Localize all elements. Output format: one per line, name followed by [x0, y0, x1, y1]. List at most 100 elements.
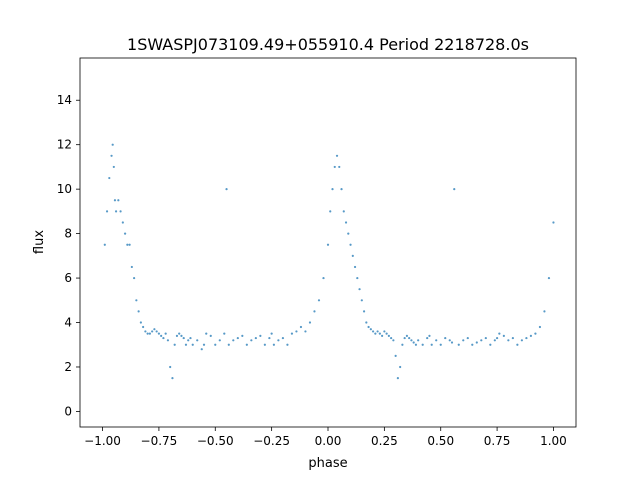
data-point — [214, 343, 217, 346]
data-point — [369, 328, 372, 331]
data-point — [139, 321, 142, 324]
data-point — [322, 276, 325, 280]
data-point — [121, 221, 124, 224]
data-point — [232, 339, 235, 342]
data-point — [471, 343, 474, 346]
data-point — [209, 334, 212, 337]
data-point — [191, 343, 194, 346]
data-point — [142, 325, 145, 329]
data-point — [277, 339, 280, 342]
data-point — [169, 365, 172, 369]
data-point — [552, 221, 555, 224]
x-tick-label: −1.00 — [84, 434, 121, 448]
data-point — [462, 339, 465, 342]
data-point — [135, 299, 138, 302]
data-point — [187, 339, 190, 342]
data-point — [338, 165, 341, 169]
data-point — [430, 343, 433, 346]
data-point — [133, 276, 136, 280]
data-point — [189, 336, 192, 340]
data-point — [344, 221, 348, 224]
data-point — [365, 321, 368, 324]
data-point — [111, 143, 114, 146]
data-point — [268, 336, 271, 340]
data-point — [157, 332, 161, 335]
y-tick-label: 6 — [64, 271, 72, 285]
data-point — [335, 154, 339, 157]
data-point — [520, 339, 523, 342]
data-point — [308, 321, 312, 324]
data-point — [110, 154, 113, 157]
data-point — [270, 332, 273, 335]
x-axis-label: phase — [308, 456, 347, 471]
data-point — [412, 341, 415, 344]
data-point — [358, 288, 361, 291]
data-point — [236, 336, 239, 340]
data-point — [356, 276, 359, 280]
data-point — [227, 343, 230, 346]
data-point — [547, 276, 551, 280]
data-point — [259, 334, 262, 337]
data-point — [367, 325, 370, 329]
data-point — [180, 334, 183, 337]
data-point — [254, 336, 257, 340]
data-point — [417, 339, 420, 342]
data-point — [166, 339, 170, 342]
data-point — [225, 188, 228, 191]
data-point — [245, 343, 248, 346]
data-point — [457, 343, 460, 346]
data-point — [331, 188, 334, 191]
data-point — [171, 377, 174, 380]
data-point — [155, 330, 158, 333]
y-axis-label: flux — [32, 230, 47, 254]
data-point — [103, 243, 106, 246]
y-tick-label: 2 — [64, 360, 72, 374]
data-point — [241, 334, 244, 337]
x-tick-label: −0.25 — [253, 434, 290, 448]
x-tick-label: −0.50 — [197, 434, 234, 448]
data-point — [114, 210, 118, 213]
data-point — [148, 332, 151, 335]
data-point — [362, 310, 366, 313]
data-point — [272, 343, 275, 346]
x-tick-label: −0.75 — [141, 434, 178, 448]
data-point — [295, 330, 298, 333]
data-point — [426, 336, 429, 340]
data-point — [439, 343, 442, 346]
data-point — [128, 243, 131, 246]
data-point — [466, 336, 469, 340]
data-point — [123, 232, 127, 235]
data-point — [347, 232, 350, 235]
data-point — [286, 343, 289, 346]
data-point — [178, 332, 181, 335]
data-point — [538, 325, 542, 329]
data-point — [489, 343, 492, 346]
data-point — [281, 336, 285, 340]
data-point — [218, 339, 221, 342]
data-point — [414, 343, 418, 346]
y-tick-label: 8 — [64, 227, 72, 241]
y-tick-label: 12 — [57, 138, 72, 152]
data-point — [184, 343, 188, 346]
data-point — [529, 334, 533, 337]
data-point — [342, 210, 345, 213]
data-point — [421, 343, 424, 346]
y-tick-label: 10 — [57, 182, 72, 196]
x-axis-ticks: −1.00 −0.75 −0.50 −0.25 0.00 0.25 0.50 0.75 1.00 — [84, 427, 567, 448]
data-point — [290, 332, 294, 335]
data-point — [453, 188, 456, 191]
data-point — [376, 330, 379, 333]
data-point — [543, 310, 546, 313]
data-point — [137, 310, 140, 313]
data-point — [394, 354, 397, 357]
data-point — [480, 339, 483, 342]
data-point — [525, 336, 528, 340]
data-point — [200, 348, 203, 351]
data-point — [117, 199, 120, 202]
data-point — [371, 330, 375, 333]
data-point — [304, 330, 307, 333]
data-point — [162, 336, 165, 340]
data-point — [326, 243, 330, 246]
